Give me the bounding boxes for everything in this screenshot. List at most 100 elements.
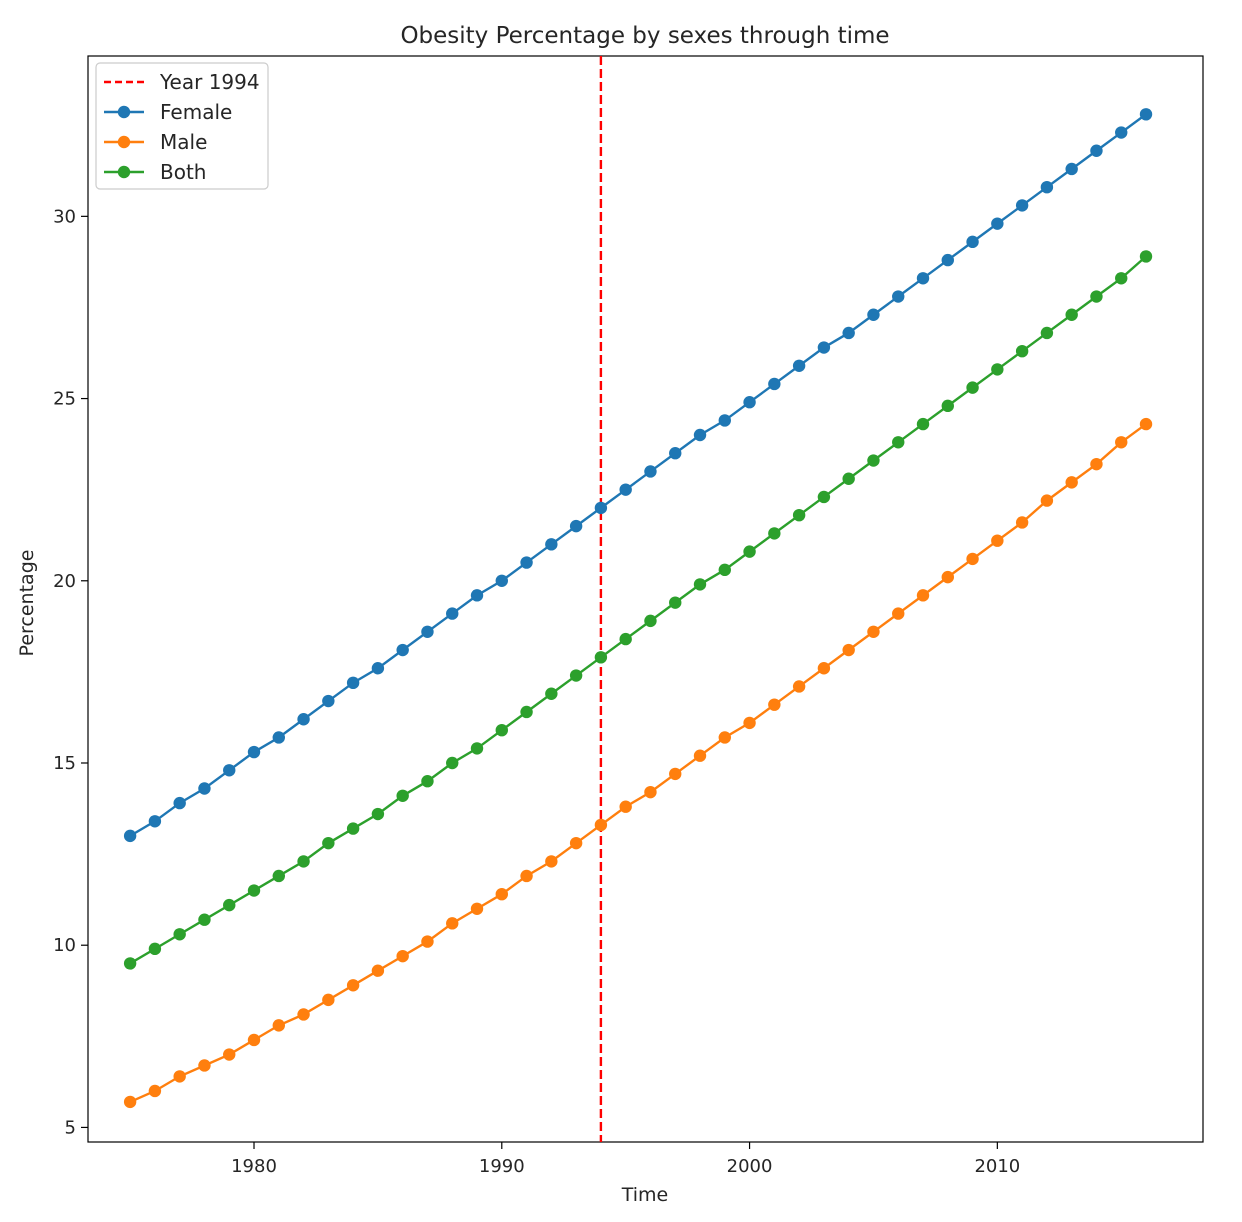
data-point-male: [1115, 436, 1128, 449]
data-point-female: [817, 341, 831, 354]
data-point-female: [792, 359, 806, 372]
data-point-female: [247, 745, 261, 759]
data-point-both: [867, 454, 880, 467]
data-point-male: [446, 917, 459, 930]
data-point-female: [768, 377, 781, 391]
legend-box: [95, 62, 269, 190]
data-point-male: [322, 993, 335, 1007]
data-point-female: [371, 662, 385, 675]
data-point-female: [892, 290, 905, 303]
data-point-female: [669, 447, 682, 460]
data-point-female: [123, 829, 137, 843]
data-point-male: [768, 698, 781, 711]
data-point-both: [916, 417, 930, 431]
data-point-male: [123, 1095, 137, 1109]
data-point-male: [644, 785, 657, 799]
data-point-female: [545, 538, 558, 551]
data-point-both: [1139, 250, 1153, 263]
data-point-male: [941, 570, 954, 584]
data-point-male: [148, 1084, 162, 1098]
data-point-male: [545, 855, 558, 868]
data-point-male: [1040, 494, 1054, 507]
data-point-both: [743, 545, 756, 558]
data-point-female: [470, 589, 484, 602]
data-point-male: [396, 949, 409, 963]
data-point-female: [346, 676, 360, 690]
data-point-male: [892, 607, 905, 620]
data-point-both: [1040, 326, 1054, 340]
data-point-both: [470, 742, 484, 755]
data-point-female: [718, 414, 731, 427]
data-point-male: [371, 964, 385, 977]
data-point-female: [941, 253, 954, 267]
data-point-female: [693, 428, 707, 442]
data-point-both: [1015, 344, 1029, 358]
legend-label: Year 1994: [159, 70, 260, 94]
data-point-male: [594, 818, 608, 832]
y-tick-label: 5: [65, 1117, 76, 1138]
data-point-female: [842, 326, 855, 340]
data-point-male: [421, 935, 434, 948]
data-point-both: [322, 836, 335, 850]
data-point-male: [346, 979, 360, 992]
data-point-both: [396, 789, 409, 802]
data-point-female: [322, 694, 335, 708]
data-point-both: [173, 928, 186, 941]
data-point-male: [916, 589, 930, 602]
data-point-male: [1015, 516, 1029, 529]
data-point-both: [991, 363, 1004, 376]
data-point-both: [1115, 272, 1128, 285]
data-point-female: [421, 625, 434, 638]
data-point-both: [792, 508, 806, 522]
data-point-both: [520, 705, 533, 719]
legend-label: Female: [160, 100, 232, 124]
data-point-both: [421, 775, 434, 788]
data-point-female: [569, 519, 583, 533]
legend-marker: [117, 165, 131, 179]
data-point-male: [842, 643, 855, 657]
data-point-female: [148, 815, 162, 828]
data-point-male: [247, 1033, 261, 1047]
data-point-male: [718, 731, 731, 744]
data-point-male: [297, 1008, 310, 1021]
data-point-male: [272, 1019, 285, 1032]
data-point-male: [470, 902, 484, 915]
data-point-both: [198, 913, 211, 926]
data-point-both: [223, 898, 236, 912]
legend: Year 1994 Female Male Both: [95, 62, 269, 190]
data-point-female: [1065, 162, 1078, 176]
data-point-female: [446, 607, 459, 620]
data-point-female: [867, 308, 880, 321]
data-point-male: [966, 552, 979, 566]
legend-label: Male: [160, 130, 207, 154]
data-point-both: [446, 756, 459, 770]
data-point-both: [768, 527, 781, 540]
plot-area: 1980 1990 2000 2010 5 10 15 20 25 30: [53, 55, 1204, 1177]
data-point-female: [1015, 199, 1029, 212]
y-tick-label: 15: [53, 753, 76, 774]
y-axis-label: Percentage: [16, 550, 38, 657]
data-point-female: [916, 272, 930, 285]
data-point-female: [520, 556, 533, 569]
data-point-male: [495, 887, 508, 901]
data-point-female: [272, 731, 285, 744]
data-point-male: [693, 749, 707, 762]
data-point-both: [644, 614, 657, 628]
data-point-both: [941, 399, 954, 413]
data-point-female: [966, 235, 979, 249]
data-point-male: [669, 767, 682, 781]
y-tick-label: 25: [53, 389, 76, 410]
data-point-both: [619, 632, 632, 646]
data-point-both: [1065, 308, 1078, 321]
data-point-both: [272, 869, 285, 883]
x-tick-label: 2010: [974, 1156, 1020, 1177]
data-point-female: [198, 782, 211, 795]
series-line-both: [129, 255, 1147, 965]
data-point-both: [892, 436, 905, 449]
data-point-female: [1090, 144, 1103, 157]
y-tick-label: 30: [53, 206, 76, 227]
x-tick-label: 1980: [231, 1156, 277, 1177]
series-line-male: [129, 423, 1147, 1104]
data-point-male: [173, 1070, 186, 1083]
